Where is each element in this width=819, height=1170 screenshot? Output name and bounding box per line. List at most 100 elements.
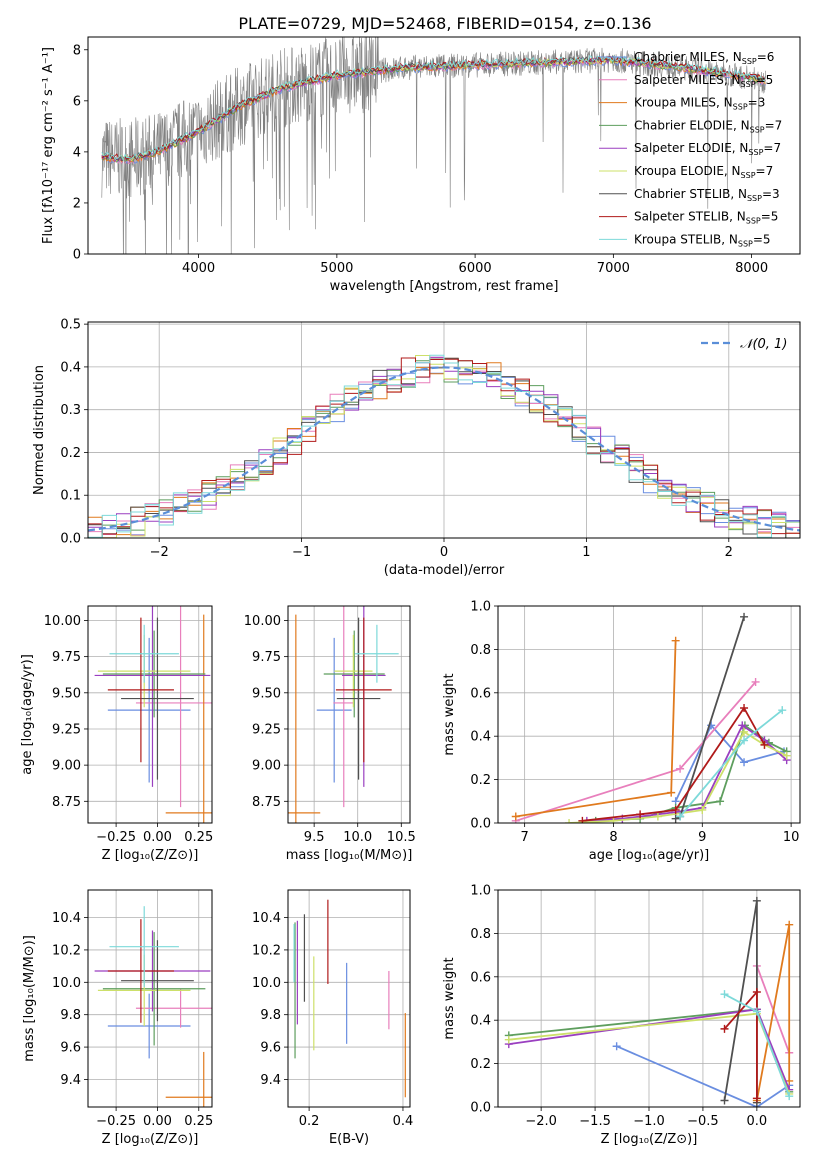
x-tick-label: 8000 xyxy=(735,261,768,276)
x-tick-label: −0.25 xyxy=(96,1114,136,1129)
y-tick-label: 0.0 xyxy=(60,532,81,547)
weight-line-chab_stelib xyxy=(675,616,745,820)
y-axis-label: mass weight xyxy=(442,957,457,1039)
error-bars xyxy=(293,899,406,1098)
y-tick-label: 0.6 xyxy=(470,970,491,985)
x-tick-label: 6000 xyxy=(459,261,492,276)
y-tick-label: 10.00 xyxy=(244,614,281,629)
y-axis-label: age [log₁₀(age/yr)] xyxy=(20,654,35,775)
mass-vs-ebv-panel: 0.2 0.4 9.4 9.6 9.8 10.0 10.2 10.4 E(B-V) xyxy=(252,889,414,1147)
x-tick-label: 0.25 xyxy=(184,1114,213,1129)
weight-line-chab_miles xyxy=(674,723,785,802)
legend-label-gaussian: 𝒩(0, 1) xyxy=(740,337,787,352)
y-tick-label: 0.6 xyxy=(470,686,491,701)
y-tick-label: 10.00 xyxy=(44,614,81,629)
weight-marker-krou_miles xyxy=(671,636,680,645)
weight-line-chab_miles xyxy=(616,1045,790,1107)
weight-marker-krou_elodie xyxy=(740,727,749,736)
weight-marker-salp_stelib xyxy=(752,987,761,996)
weight-marker-chab_miles xyxy=(740,758,749,767)
x-axis-label: Z [log₁₀(Z/Z⊙)] xyxy=(102,848,199,863)
weight-marker-chab_miles xyxy=(612,1042,621,1051)
weight-marker-chab_elodie xyxy=(716,797,725,806)
age-vs-metallicity-panel: −0.25 0.00 0.25 8.75 9.00 9.25 9.50 9.75 10.00 Z … xyxy=(20,605,213,863)
x-tick-label: 0.00 xyxy=(143,830,172,845)
x-axis-label: E(B-V) xyxy=(329,1132,369,1147)
observed-spectrum-line xyxy=(101,37,766,254)
axes-frame xyxy=(87,36,801,255)
weight-marker-salp_stelib xyxy=(636,810,645,819)
y-tick-label: 0.4 xyxy=(470,1014,491,1029)
histogram-lines xyxy=(88,354,800,538)
y-tick-label: 0 xyxy=(73,248,81,263)
weight-marker-salp_stelib xyxy=(578,816,587,823)
x-tick-label: 0.4 xyxy=(393,1114,414,1129)
weight-marker-salp_stelib xyxy=(752,1094,761,1103)
weight-marker-krou_elodie xyxy=(653,812,662,821)
weight-line-krou_miles xyxy=(756,924,791,1101)
legend-label-krou_elodie: Kroupa ELODIE, NSSP=7 xyxy=(634,164,773,180)
y-tick-label: 8.75 xyxy=(252,795,281,810)
y-tick-label: 9.4 xyxy=(60,1073,81,1088)
x-tick-label: 4000 xyxy=(182,261,215,276)
x-tick-label: 0.0 xyxy=(747,1114,768,1129)
spectrum-panel: 4000 5000 6000 7000 8000 0 2 4 6 8 wavelength [Ang… xyxy=(41,36,801,294)
weight-marker-krou_elodie xyxy=(698,805,707,814)
y-axis-label: mass weight xyxy=(442,673,457,755)
legend-label-salp_miles: Salpeter MILES, NSSP=5 xyxy=(634,73,773,89)
weight-marker-salp_miles xyxy=(751,677,760,686)
y-tick-label: 9.6 xyxy=(60,1041,81,1056)
weight-marker-salp_stelib xyxy=(720,1024,729,1033)
y-tick-label: 8.75 xyxy=(52,795,81,810)
weight-marker-krou_miles xyxy=(667,788,676,797)
y-tick-label: 9.8 xyxy=(260,1008,281,1023)
y-tick-label: 10.2 xyxy=(52,943,81,958)
weight-marker-krou_elodie xyxy=(504,1035,513,1044)
axes-frame xyxy=(87,321,801,539)
axes-frame xyxy=(287,605,411,824)
weight-marker-salp_stelib xyxy=(671,805,680,814)
x-tick-label: −1.0 xyxy=(633,1114,665,1129)
weight-marker-chab_stelib xyxy=(720,1096,729,1105)
weight-marker-krou_miles xyxy=(785,920,794,929)
weight-line-krou_miles xyxy=(515,640,677,818)
x-tick-label: 5000 xyxy=(320,261,353,276)
y-tick-label: 6 xyxy=(73,94,81,109)
y-tick-label: 10.0 xyxy=(52,976,81,991)
y-tick-label: 1.0 xyxy=(470,884,491,899)
legend-label-krou_stelib: Kroupa STELIB, NSSP=5 xyxy=(634,232,771,248)
y-tick-label: 9.6 xyxy=(260,1041,281,1056)
x-tick-label: 9.5 xyxy=(304,830,325,845)
y-tick-label: 9.25 xyxy=(52,722,81,737)
weight-lines xyxy=(504,896,794,1107)
weight-marker-krou_miles xyxy=(511,812,520,821)
legend-label-chab_elodie: Chabrier ELODIE, NSSP=7 xyxy=(634,118,782,134)
x-axis-label: (data-model)/error xyxy=(384,563,505,578)
x-tick-label: −2 xyxy=(150,545,169,560)
histogram-krou_elodie xyxy=(88,355,800,538)
x-tick-label: 7000 xyxy=(597,261,630,276)
x-tick-label: 7 xyxy=(521,830,529,845)
y-tick-label: 10.4 xyxy=(52,911,81,926)
weight-marker-krou_elodie xyxy=(565,819,574,823)
y-tick-label: 0.2 xyxy=(470,1057,491,1072)
weight-marker-krou_stelib xyxy=(785,1092,794,1101)
y-tick-label: 0.3 xyxy=(60,403,81,418)
legend-label-salp_stelib: Salpeter STELIB, NSSP=5 xyxy=(634,210,778,226)
y-tick-label: 4 xyxy=(73,145,81,160)
residuals-panel: −2 −1 0 1 2 0.0 0.1 0.2 0.3 0.4 0.5 (data-model)/er… xyxy=(32,318,801,578)
x-axis-label: wavelength [Angstrom, rest frame] xyxy=(330,279,559,294)
y-tick-label: 2 xyxy=(73,196,81,211)
x-tick-label: 0.2 xyxy=(299,1114,320,1129)
y-tick-label: 0.2 xyxy=(470,773,491,788)
x-tick-label: −0.25 xyxy=(96,830,136,845)
error-bars xyxy=(94,606,212,823)
x-tick-label: 10.0 xyxy=(343,830,372,845)
axes-frame xyxy=(497,605,801,824)
weight-marker-salp_stelib xyxy=(760,740,769,749)
weight-marker-krou_stelib xyxy=(752,1007,761,1016)
y-axis-label: mass [log₁₀(M/M⊙)] xyxy=(22,935,37,1062)
weight-marker-chab_stelib xyxy=(671,814,680,823)
y-tick-label: 0.5 xyxy=(60,318,81,333)
weight-line-chab_elodie xyxy=(595,723,788,822)
